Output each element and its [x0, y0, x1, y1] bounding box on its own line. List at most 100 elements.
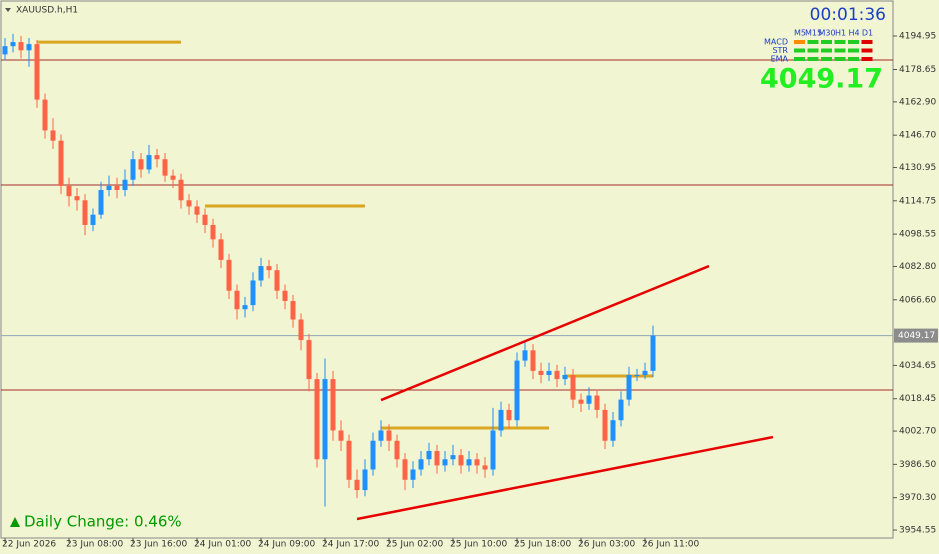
candle-body: [74, 196, 80, 201]
x-tick-label: 23 Jun 08:00: [66, 540, 123, 550]
candle-body: [602, 409, 608, 441]
candle-body: [458, 455, 464, 466]
signal-cell: [861, 57, 873, 61]
candle-body: [418, 459, 424, 470]
y-tick-label: 3970.30: [899, 493, 936, 503]
candle-body: [442, 459, 448, 466]
up-arrow: [10, 517, 20, 527]
candle-body: [58, 140, 64, 186]
signal-cell: [821, 40, 832, 44]
y-tick-label: 4146.70: [899, 131, 936, 141]
indicator-label: MACD: [764, 38, 788, 47]
candle-body: [626, 374, 632, 400]
x-tick-label: 23 Jun 16:00: [130, 540, 187, 550]
candle-body: [202, 214, 208, 225]
candle-body: [242, 305, 248, 310]
signal-cell: [794, 48, 805, 53]
candle-body: [306, 340, 312, 380]
candle-body: [346, 440, 352, 480]
candle-body: [258, 266, 264, 281]
candle-body: [26, 44, 32, 51]
price-label: 4049.17: [898, 331, 935, 341]
timeframe-label: M30: [818, 29, 835, 38]
y-tick-label: 4194.95: [899, 32, 936, 42]
candle-body: [370, 440, 376, 470]
candle-body: [394, 440, 400, 460]
signal-cell: [861, 40, 873, 44]
plot-area: [1, 33, 893, 521]
signal-cell: [807, 40, 819, 44]
candle-body: [274, 270, 280, 291]
candle-body: [578, 399, 584, 404]
candle-body: [290, 301, 296, 320]
candle-body: [234, 290, 240, 310]
candle-body: [186, 200, 192, 207]
price-label-box: [894, 328, 938, 343]
candle-body: [106, 185, 112, 191]
candle-body: [90, 214, 96, 225]
y-tick-label: 4114.75: [899, 196, 936, 206]
y-tick-label: 4162.90: [899, 97, 936, 107]
candle-body: [466, 459, 472, 466]
signal-cell: [821, 48, 832, 53]
candle-body: [450, 455, 456, 460]
candle-body: [362, 469, 368, 491]
trendline: [380, 264, 710, 402]
candle-body: [146, 155, 152, 170]
candle-body: [538, 370, 544, 375]
candle-body: [210, 224, 216, 240]
candle-body: [218, 239, 224, 260]
candle-body: [122, 179, 128, 191]
candle-body: [154, 155, 160, 160]
candle-body: [498, 409, 504, 431]
timeframe-label: M15: [805, 29, 822, 38]
signal-cell: [861, 48, 873, 53]
candle-body: [130, 159, 136, 180]
signal-cell: [848, 40, 859, 44]
y-tick-label: 4082.80: [899, 262, 936, 272]
signal-cell: [794, 57, 805, 61]
candle-body: [266, 266, 272, 271]
menu-arrow: [5, 8, 11, 12]
candle-body: [194, 206, 200, 215]
x-tick-label: 25 Jun 18:00: [514, 540, 571, 550]
signal-cell: [834, 48, 846, 53]
timeframe-label: H1: [835, 29, 846, 38]
y-tick-label: 4034.65: [899, 361, 936, 371]
candle-body: [642, 370, 648, 375]
candle-body: [650, 335, 656, 371]
symbol-title: XAUUSD.h,H1: [16, 6, 78, 16]
candle-body: [114, 185, 120, 191]
signal-cell: [794, 40, 805, 44]
y-tick-label: 3954.55: [899, 526, 936, 536]
y-tick-label: 4098.55: [899, 230, 936, 240]
candle-body: [98, 190, 104, 215]
candle-body: [282, 290, 288, 302]
candle-body: [618, 399, 624, 421]
signal-cell: [821, 57, 832, 61]
candle-body: [226, 259, 232, 291]
candle-body: [2, 46, 8, 55]
signal-cell: [807, 57, 819, 61]
candle-body: [34, 44, 40, 100]
candle-body: [546, 370, 552, 375]
candle-body: [338, 430, 344, 441]
x-tick-label: 24 Jun 17:00: [322, 540, 379, 550]
plot-frame: [0, 0, 894, 539]
candle-body: [410, 469, 416, 480]
indicator-label: STR: [772, 46, 788, 55]
candle-body: [138, 159, 144, 170]
candle-body: [82, 200, 88, 225]
x-tick-label: 26 Jun 03:00: [578, 540, 635, 550]
candle-body: [298, 319, 304, 341]
timeframe-label: M5: [794, 29, 806, 38]
candle-body: [506, 409, 512, 421]
candle-body: [314, 379, 320, 460]
candle-body: [490, 430, 496, 470]
signal-cell: [807, 48, 819, 53]
y-tick-label: 4018.45: [899, 394, 936, 404]
signal-cell: [848, 57, 859, 61]
candle-body: [530, 350, 536, 371]
y-tick-label: 4130.95: [899, 163, 936, 173]
